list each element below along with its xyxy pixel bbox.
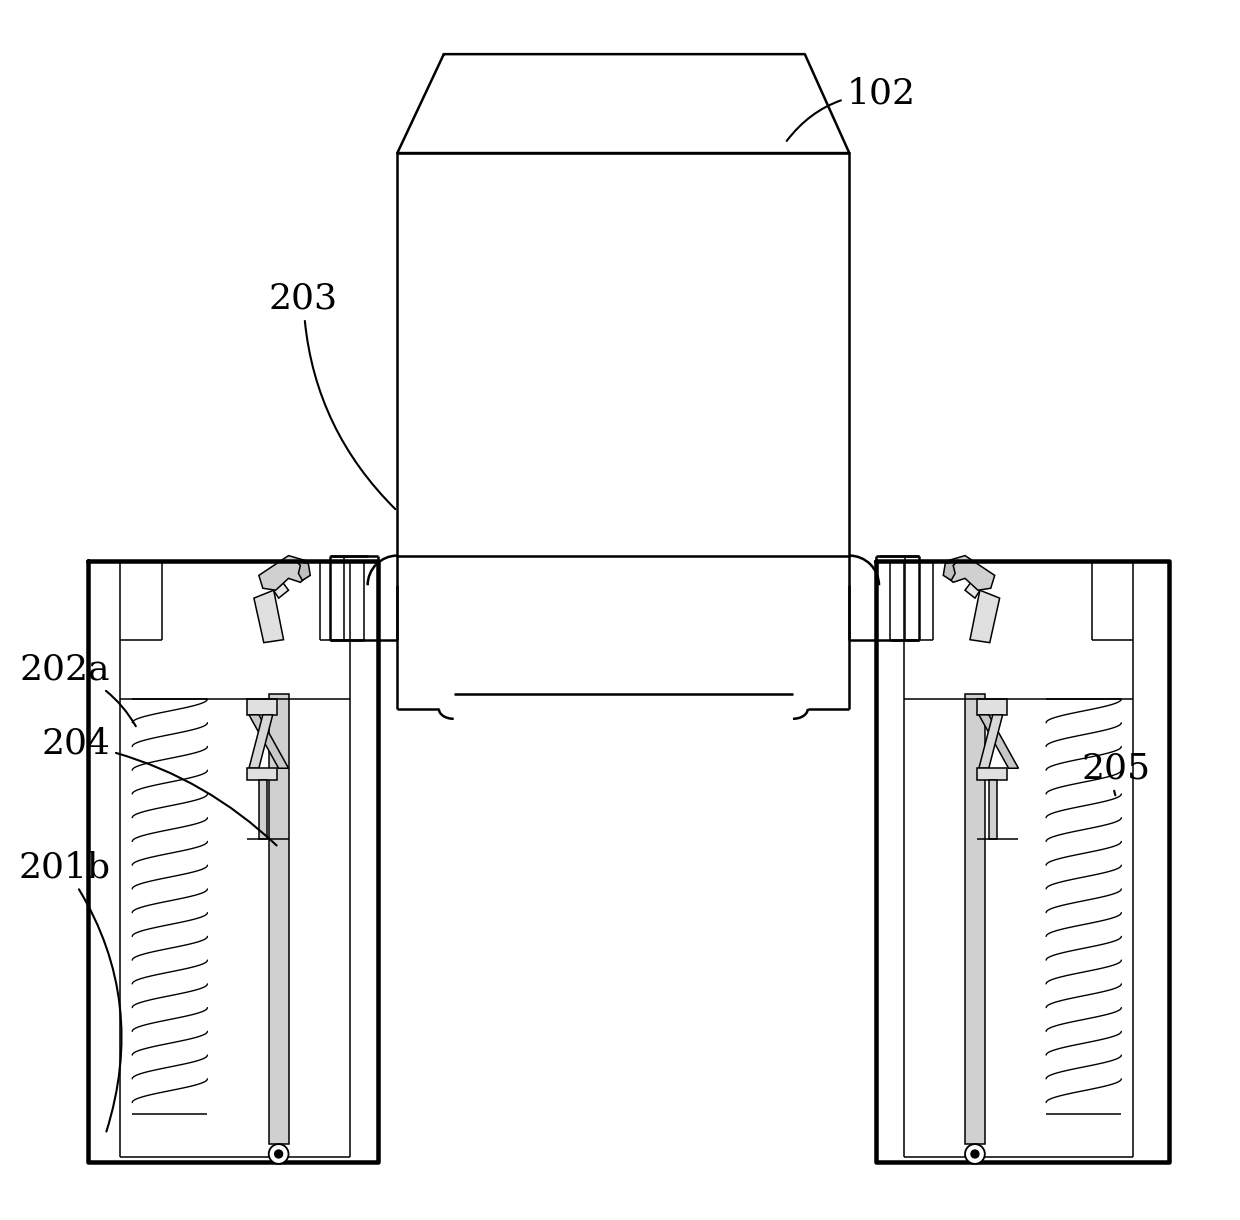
Polygon shape [254, 590, 284, 643]
Bar [269, 694, 289, 1144]
Bar [988, 780, 997, 839]
Text: 201b: 201b [19, 850, 122, 1132]
Polygon shape [295, 560, 310, 581]
Polygon shape [944, 560, 959, 581]
Text: 203: 203 [269, 282, 396, 509]
Polygon shape [978, 715, 1018, 769]
Bar [259, 780, 267, 839]
Polygon shape [978, 715, 1003, 769]
Circle shape [971, 1150, 978, 1158]
Circle shape [965, 1144, 985, 1164]
Bar [247, 699, 277, 715]
Text: 202a: 202a [20, 653, 136, 726]
Circle shape [275, 1150, 283, 1158]
Polygon shape [249, 715, 273, 769]
Text: 204: 204 [41, 727, 277, 845]
Circle shape [269, 1144, 289, 1164]
Bar [977, 699, 1007, 715]
Bar [965, 694, 985, 1144]
Bar [977, 769, 1007, 780]
Text: 102: 102 [786, 77, 915, 142]
Polygon shape [259, 555, 309, 590]
Polygon shape [965, 571, 990, 598]
Polygon shape [264, 571, 289, 598]
Bar [247, 769, 277, 780]
Text: 205: 205 [1081, 752, 1151, 795]
Bar [397, 152, 849, 555]
Polygon shape [945, 555, 994, 590]
Polygon shape [249, 715, 289, 769]
Polygon shape [970, 590, 999, 643]
